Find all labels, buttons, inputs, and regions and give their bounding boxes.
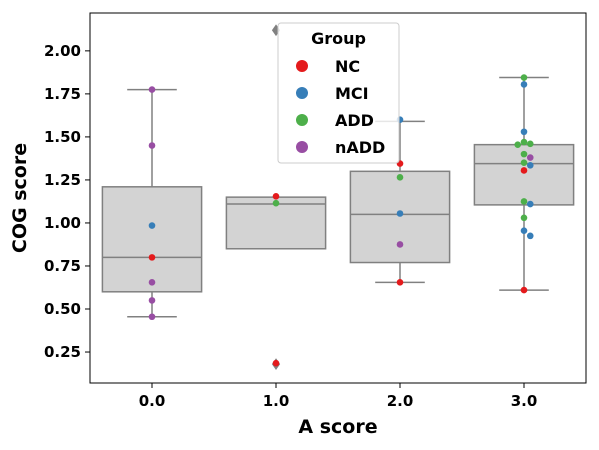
box-iqr bbox=[101, 186, 203, 293]
data-point bbox=[148, 297, 156, 304]
legend-marker bbox=[296, 114, 308, 126]
legend-label: MCI bbox=[335, 84, 369, 103]
legend-label: ADD bbox=[335, 111, 374, 130]
y-tick-label: 1.25 bbox=[44, 171, 81, 189]
x-axis: 0.0 1.0 2.0 3.0 bbox=[139, 383, 538, 410]
legend-entry: nADD bbox=[296, 138, 385, 157]
data-point bbox=[396, 241, 404, 248]
data-point bbox=[526, 232, 534, 240]
legend-marker bbox=[296, 141, 308, 153]
legend: Group NC MCI ADD nADD bbox=[277, 22, 400, 164]
data-point bbox=[514, 141, 522, 148]
y-tick-label: 0.50 bbox=[44, 300, 81, 318]
data-point bbox=[148, 254, 156, 261]
data-point bbox=[272, 199, 280, 207]
legend-entry: ADD bbox=[296, 111, 374, 130]
x-tick-label: 0.0 bbox=[139, 392, 166, 410]
data-point bbox=[520, 286, 528, 294]
legend-box bbox=[277, 22, 400, 164]
y-axis-title: COG score bbox=[9, 143, 31, 253]
data-point bbox=[526, 140, 534, 148]
legend-entry: NC bbox=[296, 57, 360, 76]
data-point bbox=[520, 150, 528, 158]
y-tick-label: 1.50 bbox=[44, 128, 81, 146]
x-tick-label: 3.0 bbox=[511, 392, 538, 410]
data-point bbox=[148, 86, 156, 93]
data-point bbox=[520, 227, 528, 234]
data-point bbox=[148, 142, 156, 149]
y-axis: 0.25 0.50 0.75 1.00 1.25 1.50 1.75 2.00 bbox=[44, 42, 90, 361]
data-point bbox=[272, 192, 280, 200]
y-tick-label: 0.25 bbox=[44, 343, 81, 361]
plot-frame bbox=[89, 12, 587, 384]
x-tick-label: 1.0 bbox=[263, 392, 290, 410]
data-point bbox=[520, 159, 528, 167]
data-point bbox=[520, 198, 528, 205]
data-point bbox=[148, 313, 156, 321]
legend-marker bbox=[296, 87, 308, 99]
y-tick-label: 1.75 bbox=[44, 85, 81, 103]
y-tick-label: 0.75 bbox=[44, 257, 81, 275]
data-point bbox=[396, 210, 404, 217]
data-point bbox=[520, 214, 528, 222]
box-group bbox=[101, 88, 203, 318]
data-point bbox=[272, 359, 280, 367]
legend-label: NC bbox=[335, 57, 360, 76]
data-point bbox=[526, 200, 534, 208]
legend-entries: NC MCI ADD nADD bbox=[296, 57, 385, 157]
legend-marker bbox=[296, 60, 308, 72]
data-point bbox=[520, 138, 528, 146]
data-point bbox=[396, 174, 404, 181]
x-axis-title: A score bbox=[298, 416, 377, 438]
legend-label: nADD bbox=[335, 138, 385, 157]
legend-entry: MCI bbox=[296, 84, 369, 103]
legend-title: Group bbox=[311, 29, 366, 48]
data-point bbox=[520, 128, 528, 136]
data-point bbox=[526, 154, 534, 161]
y-tick-label: 1.00 bbox=[44, 214, 81, 232]
data-point bbox=[520, 74, 528, 81]
data-point bbox=[148, 279, 156, 286]
box-group bbox=[225, 24, 327, 370]
points-layer bbox=[148, 74, 534, 367]
y-tick-label: 2.00 bbox=[44, 42, 81, 60]
data-point bbox=[520, 81, 528, 88]
data-point bbox=[520, 167, 528, 174]
data-point bbox=[396, 279, 404, 286]
box-iqr bbox=[225, 196, 327, 250]
data-point bbox=[148, 222, 156, 229]
box-group bbox=[473, 76, 575, 291]
box-iqr bbox=[349, 170, 451, 264]
x-tick-label: 2.0 bbox=[387, 392, 414, 410]
data-point bbox=[526, 162, 534, 169]
